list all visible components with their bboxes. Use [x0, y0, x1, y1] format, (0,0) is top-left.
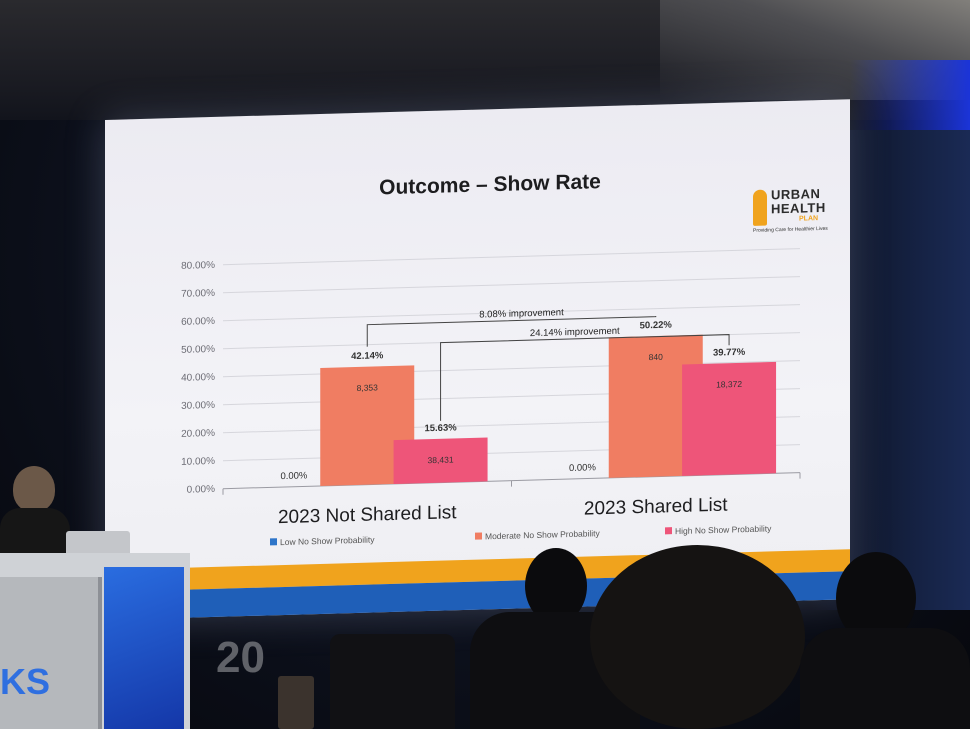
bar-1-1	[608, 334, 703, 478]
podium-front: KS	[0, 577, 102, 729]
y-tick-label: 20.00%	[181, 428, 215, 440]
annotation-label: 8.08% improvement	[479, 307, 564, 320]
y-tick-label: 0.00%	[187, 484, 215, 496]
gridline	[223, 248, 800, 266]
y-tick-label: 50.00%	[181, 344, 215, 356]
bar-chart: 0.00% 10.00% 20.00% 30.00% 40.00% 50.00% 60.00…	[181, 248, 801, 547]
legend-swatch	[665, 527, 672, 535]
bar-2-1	[682, 361, 777, 476]
legend-label: High No Show Probability	[675, 523, 772, 536]
laptop	[66, 531, 130, 557]
legend-label: Moderate No Show Probability	[485, 528, 601, 541]
count-label: 8,353	[357, 382, 379, 393]
y-tick-label: 10.00%	[181, 456, 215, 468]
gridline	[223, 304, 800, 322]
y-tick-label: 30.00%	[181, 400, 215, 412]
speaker-body	[0, 508, 70, 560]
audience-chair	[330, 634, 455, 729]
annotation-label: 24.14% improvement	[530, 326, 620, 340]
coffee-cup	[278, 676, 314, 729]
legend-swatch	[270, 538, 277, 546]
y-tick-label: 80.00%	[181, 260, 215, 272]
value-label: 42.14%	[351, 350, 384, 362]
audience-head	[525, 548, 587, 624]
count-label: 840	[649, 352, 663, 362]
annotation-bracket	[440, 334, 730, 421]
annotation-bracket	[366, 315, 657, 347]
y-tick-label: 60.00%	[181, 316, 215, 328]
value-label: 15.63%	[424, 422, 457, 434]
value-label: 39.77%	[713, 347, 746, 359]
bar-2-0	[393, 437, 488, 484]
legend-label: Low No Show Probability	[280, 534, 375, 547]
x-category-label: 2023 Not Shared List	[278, 502, 457, 528]
audience-body	[800, 628, 970, 729]
projection-screen: Outcome – Show Rate URBAN HEALTH PLAN Pr…	[105, 99, 850, 621]
y-tick-label: 40.00%	[181, 372, 215, 384]
value-label: 0.00%	[280, 470, 307, 482]
bar-1-0	[320, 365, 415, 486]
count-label: 18,372	[716, 379, 742, 390]
value-label: 50.22%	[640, 320, 673, 332]
legend-swatch	[475, 532, 482, 540]
audience-head	[590, 545, 805, 729]
podium-blue-panel: 20	[104, 567, 265, 729]
gridline	[223, 276, 800, 294]
gridline	[223, 360, 800, 378]
value-label: 0.00%	[569, 462, 596, 474]
x-category-label: 2023 Shared List	[584, 495, 728, 520]
blue-wall-light	[850, 60, 970, 130]
speaker-head	[13, 466, 55, 512]
count-label: 38,431	[428, 454, 454, 465]
y-tick-label: 70.00%	[181, 288, 215, 300]
podium-brand-text: KS	[0, 661, 51, 702]
podium: KS 20	[0, 553, 265, 729]
podium-anniversary-number: 20	[216, 633, 265, 682]
